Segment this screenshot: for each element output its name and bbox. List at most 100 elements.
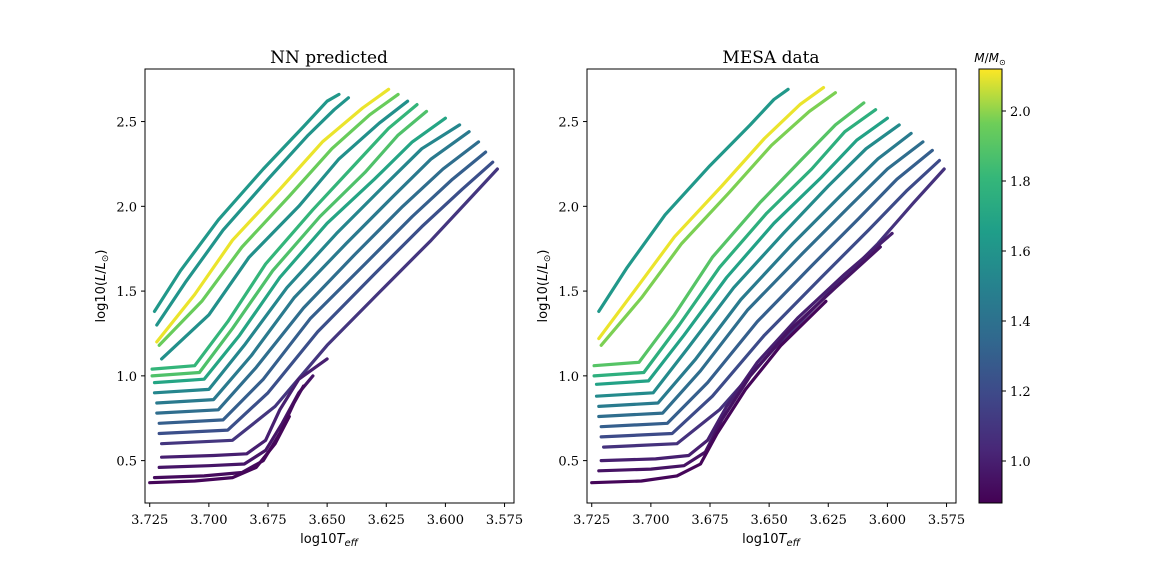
series-line [152, 116, 447, 385]
x-axis-label-base: log10 [300, 532, 336, 547]
y-axis-label-var: L [94, 274, 109, 281]
chart-panel-nn: NN predicted 3.725 3.700 3.675 3.650 3.625 3.… [94, 48, 523, 549]
series-line [594, 116, 890, 386]
series-line [150, 102, 419, 371]
y-axis-label-var2: L [536, 262, 551, 269]
colorbar-ticks: 1.0 1.2 1.4 1.6 1.8 2.0 [1002, 105, 1031, 470]
x-axis-label-base: log10 [742, 532, 778, 547]
x-tick-label: 3.600 [427, 513, 464, 528]
y-tick-label: 2.0 [116, 200, 137, 215]
y-axis-label-suffix: ) [94, 250, 109, 255]
chart-title: NN predicted [270, 48, 388, 68]
series-line [599, 158, 942, 439]
colorbar-tick-label: 1.2 [1010, 385, 1031, 400]
series-line [155, 96, 350, 327]
colorbar-label: M/M⊙ [974, 51, 1005, 67]
x-tick-label: 3.725 [131, 513, 168, 528]
y-axis-label-suffix: ) [536, 250, 551, 255]
y-axis-label-var: L [536, 274, 551, 281]
colorbar-tick-label: 1.0 [1010, 455, 1031, 470]
colorbar-tick-label: 1.6 [1010, 245, 1031, 260]
colorbar-gradient [978, 68, 1003, 504]
series-line [592, 108, 878, 378]
x-tick-label: 3.625 [368, 513, 405, 528]
series-line [157, 160, 495, 436]
series-line [597, 140, 925, 419]
x-axis-label-var: T [779, 532, 788, 547]
x-tick-label: 3.675 [249, 513, 286, 528]
y-tick-label: 2.5 [116, 116, 137, 131]
colorbar-label-slash: / [985, 51, 990, 65]
series-line [592, 101, 866, 368]
x-tick-label: 3.700 [190, 513, 227, 528]
series-line [597, 131, 913, 408]
colorbar-label-var: M [974, 51, 985, 65]
colorbar: M/M⊙ 1.01.21.41.61.82.0 [974, 51, 1031, 504]
y-axis-label: log10(L/L⊙) [536, 250, 553, 323]
series-line [601, 167, 946, 449]
series-line [597, 87, 790, 313]
x-tick-label: 3.725 [573, 513, 610, 528]
chart-title: MESA data [722, 48, 819, 68]
series-line [599, 148, 934, 429]
y-axis-label-sub: ⊙ [543, 255, 553, 263]
series-line [155, 140, 481, 415]
x-tick-label: 3.700 [632, 513, 669, 528]
series-line [160, 357, 329, 459]
series-group [148, 87, 499, 485]
series-line [160, 99, 410, 361]
series-line [152, 92, 341, 313]
x-tick-label: 3.600 [869, 513, 906, 528]
x-tick-label: 3.575 [928, 513, 965, 528]
x-axis-label: log10Teff [742, 532, 801, 549]
y-tick-label: 1.5 [558, 285, 579, 300]
y-axis-label-var2: L [94, 262, 109, 269]
series-line [597, 85, 826, 341]
x-ticks: 3.725 3.700 3.675 3.650 3.625 3.600 3.575 [131, 503, 523, 528]
x-tick-label: 3.675 [691, 513, 728, 528]
series-line [599, 231, 894, 463]
x-axis-label-var: T [337, 532, 346, 547]
series-line [157, 92, 400, 347]
y-tick-label: 1.0 [558, 370, 579, 385]
x-axis-label-sub: eff [344, 538, 359, 549]
series-line [150, 109, 429, 378]
plot-frame [144, 68, 515, 504]
series-line [590, 299, 828, 485]
colorbar-tick-label: 2.0 [1010, 105, 1031, 120]
x-tick-label: 3.625 [810, 513, 847, 528]
y-axis-label: log10(L/L⊙) [94, 250, 111, 323]
series-line [599, 91, 838, 347]
chart-panel-mesa: MESA data 3.725 3.700 3.675 3.650 3.625 3.600… [536, 48, 965, 549]
series-line [597, 245, 882, 473]
y-axis-label-slash: / [536, 269, 551, 274]
y-tick-label: 0.5 [116, 455, 137, 470]
x-tick-label: 3.650 [751, 513, 788, 528]
series-line [594, 123, 901, 398]
colorbar-label-sub: ⊙ [999, 58, 1006, 67]
y-tick-label: 1.5 [116, 285, 137, 300]
y-tick-label: 0.5 [558, 455, 579, 470]
y-axis-label-sub: ⊙ [101, 255, 111, 263]
colorbar-tick-label: 1.8 [1010, 175, 1031, 190]
x-axis-label-sub: eff [786, 538, 801, 549]
y-axis-label-prefix: log10( [536, 281, 551, 322]
y-ticks: 0.5 1.0 1.5 2.0 2.5 [116, 116, 145, 470]
y-ticks: 0.5 1.0 1.5 2.0 2.5 [558, 116, 587, 470]
series-line [155, 130, 471, 405]
colorbar-tick-label: 1.4 [1010, 315, 1031, 330]
y-tick-label: 2.0 [558, 200, 579, 215]
x-tick-label: 3.650 [309, 513, 346, 528]
y-tick-label: 1.0 [116, 370, 137, 385]
series-group [590, 85, 946, 485]
series-line [157, 150, 488, 425]
series-line [152, 123, 462, 395]
plot-frame [586, 68, 957, 504]
y-axis-label-slash: / [94, 269, 109, 274]
y-axis-label-prefix: log10( [94, 281, 109, 322]
y-tick-label: 2.5 [558, 116, 579, 131]
colorbar-label-var2: M [989, 51, 1000, 65]
x-ticks: 3.725 3.700 3.675 3.650 3.625 3.600 3.575 [573, 503, 965, 528]
x-axis-label: log10Teff [300, 532, 359, 549]
x-tick-label: 3.575 [486, 513, 523, 528]
